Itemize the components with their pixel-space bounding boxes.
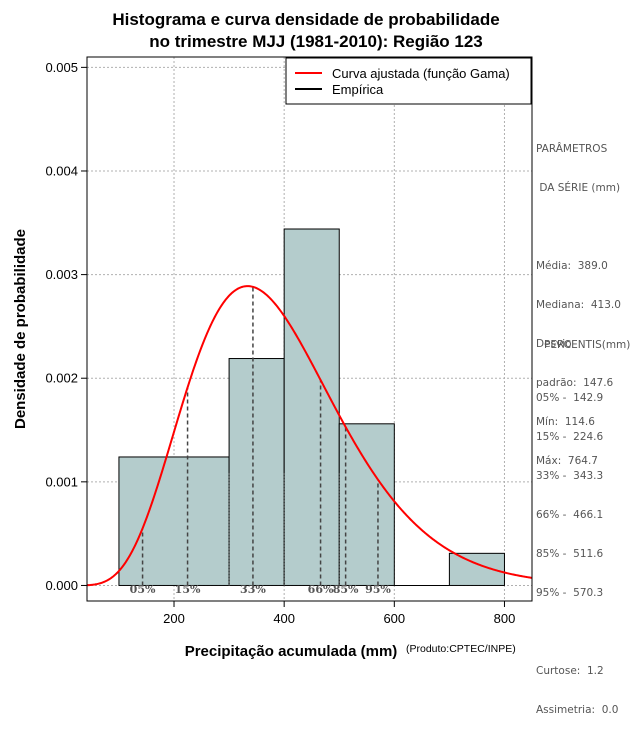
histogram-bar-3 <box>338 423 395 586</box>
percentile-label-85: 85% <box>333 583 359 596</box>
y-tick-label-4: 0.004 <box>45 163 78 178</box>
gamma-fit-curve <box>86 285 533 587</box>
percentiles-panel: 05% - 142.9 15% - 224.6 33% - 343.3 66% … <box>536 366 618 730</box>
percentile-labels: 05% 15% 33% 66% 85% 95% <box>130 583 392 596</box>
percentile-label-05: 05% <box>130 583 156 596</box>
percentile-66: 66% - 466.1 <box>536 509 604 521</box>
legend: Curva ajustada (função Gama) Empírica <box>285 57 532 105</box>
percentile-15: 15% - 224.6 <box>536 431 604 443</box>
legend-box <box>285 57 532 105</box>
histogram-bar-1 <box>228 358 285 586</box>
param-sd-line1: Desvio <box>536 338 572 350</box>
parameters-heading-1: PARÂMETROS <box>536 143 608 155</box>
percentile-lines <box>141 286 379 586</box>
parameters-heading-2: DA SÉRIE (mm) <box>536 182 621 194</box>
plot-frame <box>86 56 533 602</box>
parameters-panel: PARÂMETROS DA SÉRIE (mm) Média: 389.0 Me… <box>536 117 621 481</box>
percentiles-heading: PERCENTIS(mm) <box>544 339 631 351</box>
histogram-bar-2 <box>283 228 340 586</box>
x-tick-label-600: 600 <box>383 611 405 626</box>
param-sd-line2: padrão: 147.6 <box>536 377 614 389</box>
histogram-bars <box>118 228 505 586</box>
percentile-85: 85% - 511.6 <box>536 548 604 560</box>
param-mean: Média: 389.0 <box>536 260 608 272</box>
y-tick-label-2: 0.002 <box>45 371 78 386</box>
legend-empirical-label: Empírica <box>332 82 384 97</box>
percentile-label-33: 33% <box>240 583 266 596</box>
product-credit: (Produto:CPTEC/INPE) <box>406 643 516 655</box>
x-axis-label: Precipitação acumulada (mm) <box>185 643 398 660</box>
percentile-label-15: 15% <box>175 583 201 596</box>
y-axis: 0.000 0.001 0.002 0.003 0.004 0.005 <box>45 60 87 593</box>
stat-skewness: Assimetria: 0.0 <box>536 704 619 716</box>
x-tick-label-200: 200 <box>163 611 185 626</box>
percentile-label-66: 66% <box>308 583 334 596</box>
histogram-bar-0 <box>118 456 230 586</box>
param-min: Mín: 114.6 <box>536 416 595 428</box>
legend-fit-label: Curva ajustada (função Gama) <box>332 66 510 81</box>
percentile-05: 05% - 142.9 <box>536 392 604 404</box>
percentile-95: 95% - 570.3 <box>536 587 604 599</box>
chart-title-line-1: Histograma e curva densidade de probabil… <box>112 10 499 29</box>
histogram-chart: Histograma e curva densidade de probabil… <box>12 10 533 660</box>
percentile-33: 33% - 343.3 <box>536 470 604 482</box>
y-tick-label-3: 0.003 <box>45 267 78 282</box>
percentile-label-95: 95% <box>365 583 391 596</box>
y-axis-label: Densidade de probabilidade <box>12 229 29 429</box>
chart-title-line-2: no trimestre MJJ (1981-2010): Região 123 <box>149 32 483 51</box>
param-max: Máx: 764.7 <box>536 455 598 467</box>
y-tick-label-1: 0.001 <box>45 474 78 489</box>
y-tick-label-0: 0.000 <box>45 578 78 593</box>
x-axis: 200 400 600 800 <box>163 601 515 626</box>
y-tick-label-5: 0.005 <box>45 60 78 75</box>
stat-kurtosis: Curtose: 1.2 <box>536 665 604 677</box>
param-median: Mediana: 413.0 <box>536 299 621 311</box>
x-tick-label-800: 800 <box>494 611 516 626</box>
x-tick-label-400: 400 <box>273 611 295 626</box>
